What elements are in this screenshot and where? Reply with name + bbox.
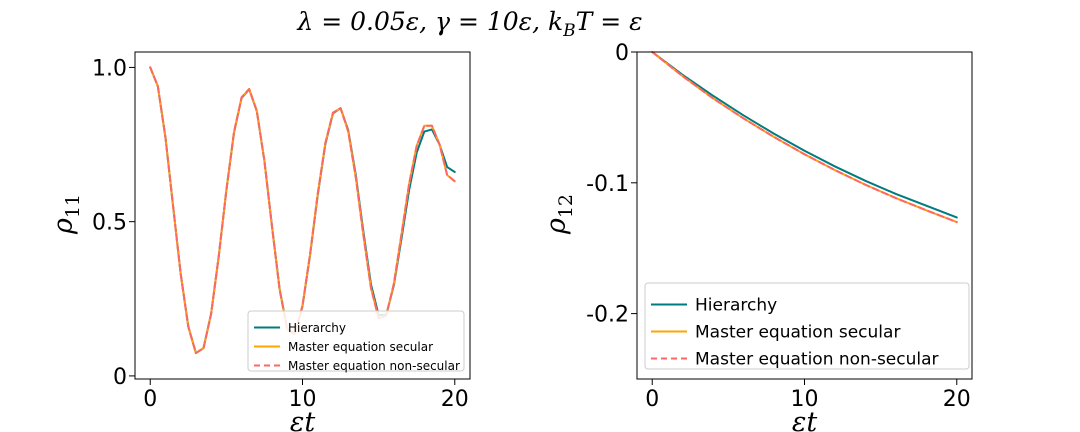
y-tick-label: 0	[615, 41, 629, 66]
x-tick-label: 20	[943, 387, 971, 412]
y-axis-label: ρ11	[48, 194, 84, 235]
series-line-hierarchy	[651, 51, 958, 219]
chart-rho12: 0 10 20 0 -0.1 -0.2 εt ρ12 Hierarchy Master equat…	[541, 41, 973, 432]
legend-label-master-equation-secular: Master equation secular	[695, 323, 900, 343]
series-line-master-equation-non-secular	[149, 66, 456, 355]
x-axis-label: εt	[290, 407, 315, 432]
series-line-master-equation-non-secular	[651, 51, 958, 224]
legend: Hierarchy Master equation secular Master e…	[644, 282, 970, 370]
legend-box	[247, 310, 465, 372]
legend: Hierarchy Master equation secular Master e…	[247, 310, 465, 373]
x-tick-label: 10	[791, 387, 819, 412]
legend-label-hierarchy: Hierarchy	[695, 296, 777, 316]
legend-label-master-equation-non-secular: Master equation non-secular	[695, 350, 939, 370]
figure-title: λ = 0.05ε, γ = 10ε, kBT = ε	[296, 7, 642, 41]
legend-label-master-equation-secular: Master equation secular	[288, 340, 433, 354]
x-tick-label: 10	[289, 387, 317, 412]
x-tick-label: 0	[143, 387, 157, 412]
x-tick-label: 20	[441, 387, 469, 412]
series-line-master-equation-secular	[651, 51, 958, 224]
x-axis-label: εt	[792, 407, 817, 432]
x-tick-label: 0	[645, 387, 659, 412]
y-axis-label: ρ12	[541, 194, 577, 235]
y-tick-label: -0.1	[586, 172, 629, 197]
y-tick-label: 0.5	[92, 211, 127, 236]
y-tick-label: 0	[113, 365, 127, 390]
chart-rho11: 0 10 20 0 0.5 1.0 εt ρ11 Hierarchy Master equatio…	[48, 51, 471, 432]
y-tick-label: 1.0	[92, 56, 127, 81]
series-line-master-equation-secular	[149, 66, 456, 355]
series-line-hierarchy	[149, 66, 456, 355]
legend-box	[644, 282, 970, 370]
y-tick-label: -0.2	[586, 303, 629, 328]
legend-label-hierarchy: Hierarchy	[288, 321, 346, 335]
legend-label-master-equation-non-secular: Master equation non-secular	[288, 359, 460, 373]
